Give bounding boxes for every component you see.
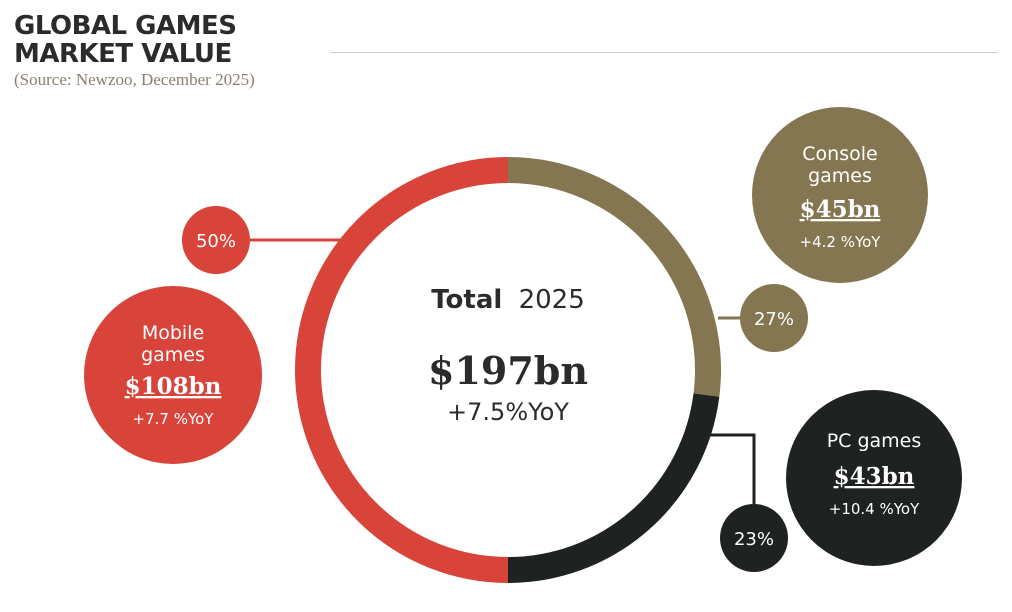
pc-growth: +10.4 %YoY — [829, 500, 920, 518]
pc-bubble-circle — [786, 390, 962, 566]
pc-connector — [700, 433, 756, 504]
pc-arc — [507, 393, 720, 583]
mobile-value: $108bn — [125, 373, 222, 400]
console-name-line-2: games — [808, 165, 872, 187]
mobile-name-line-2: games — [141, 344, 205, 366]
center-total-year: 2025 — [519, 285, 585, 315]
pc-percent-circle — [720, 504, 788, 572]
console-percent-label: 27% — [754, 309, 794, 330]
mobile-bubble-circle — [84, 286, 262, 464]
console-growth: +4.2 %YoY — [800, 233, 882, 251]
center-total-word: Total — [431, 285, 502, 315]
console-bubble-circle — [752, 107, 928, 283]
mobile-percent-label: 50% — [196, 231, 236, 252]
connector-lines — [250, 238, 756, 504]
donut-ring — [295, 157, 721, 583]
header: GLOBAL GAMES MARKET VALUE (Source: Newzo… — [14, 12, 255, 90]
mobile-percent-badge: 50% — [182, 206, 250, 274]
pc-bubble: PC games $43bn +10.4 %YoY — [786, 390, 962, 566]
console-value: $45bn — [800, 196, 881, 223]
mobile-percent-circle — [182, 206, 250, 274]
center-total-label: Total 2025 — [431, 285, 584, 315]
pc-percent-badge: 23% — [720, 504, 788, 572]
mobile-arc — [295, 157, 509, 583]
console-bubble: Console games $45bn +4.2 %YoY — [752, 107, 928, 283]
mobile-name-line-1: Mobile — [142, 322, 204, 344]
console-name-line-1: Console — [802, 143, 877, 165]
mobile-growth: +7.7 %YoY — [133, 410, 215, 428]
center-total-growth: +7.5%YoY — [447, 398, 569, 426]
pc-value: $43bn — [834, 463, 915, 490]
header-divider — [330, 52, 998, 53]
center-total-value: $197bn — [428, 348, 588, 393]
pc-name-line-1: PC games — [827, 430, 922, 452]
console-percent-badge: 27% — [740, 284, 808, 352]
pc-percent-label: 23% — [734, 529, 774, 550]
source-note: (Source: Newzoo, December 2025) — [14, 70, 255, 89]
console-percent-circle — [740, 284, 808, 352]
chart-title-line-1: GLOBAL GAMES — [14, 11, 237, 41]
mobile-bubble: Mobile games $108bn +7.7 %YoY — [84, 286, 262, 464]
console-arc — [507, 157, 721, 397]
chart-title-line-2: MARKET VALUE — [14, 39, 232, 69]
